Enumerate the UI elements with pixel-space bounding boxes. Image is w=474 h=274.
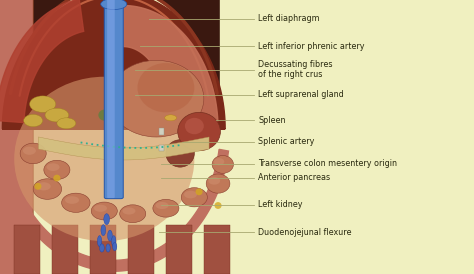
Polygon shape <box>123 5 218 124</box>
Ellipse shape <box>178 112 220 151</box>
Text: Anterior pancreas: Anterior pancreas <box>258 173 330 182</box>
Ellipse shape <box>184 191 197 198</box>
Ellipse shape <box>20 143 46 164</box>
Ellipse shape <box>166 140 194 167</box>
Text: Duodenojejunal flexure: Duodenojejunal flexure <box>258 228 352 237</box>
Ellipse shape <box>195 189 202 195</box>
Ellipse shape <box>45 108 69 122</box>
Ellipse shape <box>23 147 36 155</box>
Ellipse shape <box>46 163 60 171</box>
Text: Spleen: Spleen <box>258 116 286 124</box>
Text: Left inferior phrenic artery: Left inferior phrenic artery <box>258 42 365 50</box>
Ellipse shape <box>181 188 207 207</box>
Ellipse shape <box>100 244 104 252</box>
Bar <box>14 225 40 274</box>
FancyBboxPatch shape <box>104 0 123 199</box>
Polygon shape <box>0 0 84 122</box>
Ellipse shape <box>62 193 90 212</box>
Ellipse shape <box>100 0 127 10</box>
Bar <box>128 225 154 274</box>
Ellipse shape <box>155 202 169 209</box>
Bar <box>159 145 164 151</box>
Ellipse shape <box>35 183 42 190</box>
Ellipse shape <box>44 160 70 179</box>
Ellipse shape <box>119 205 146 222</box>
Ellipse shape <box>29 96 56 112</box>
Bar <box>159 128 164 135</box>
Ellipse shape <box>214 158 224 165</box>
Ellipse shape <box>36 182 51 190</box>
Ellipse shape <box>108 230 112 241</box>
Ellipse shape <box>94 205 107 212</box>
Ellipse shape <box>109 60 204 137</box>
Ellipse shape <box>91 202 117 220</box>
Polygon shape <box>0 149 228 271</box>
Ellipse shape <box>98 236 101 247</box>
Bar <box>166 225 192 274</box>
Ellipse shape <box>206 174 230 193</box>
Bar <box>52 225 78 274</box>
Text: Left suprarenal gland: Left suprarenal gland <box>258 90 344 99</box>
Ellipse shape <box>185 118 204 134</box>
FancyBboxPatch shape <box>107 0 115 198</box>
Ellipse shape <box>65 196 79 204</box>
Text: Splenic artery: Splenic artery <box>258 138 315 146</box>
Ellipse shape <box>137 63 194 112</box>
Ellipse shape <box>214 202 222 209</box>
Ellipse shape <box>14 77 194 241</box>
Ellipse shape <box>153 199 179 217</box>
Ellipse shape <box>101 225 106 236</box>
Ellipse shape <box>57 118 76 129</box>
Polygon shape <box>2 0 225 129</box>
Ellipse shape <box>209 177 220 185</box>
Ellipse shape <box>53 175 61 182</box>
Ellipse shape <box>99 110 110 121</box>
Text: Left kidney: Left kidney <box>258 201 303 209</box>
Ellipse shape <box>111 236 116 247</box>
Ellipse shape <box>104 214 109 225</box>
Ellipse shape <box>122 207 136 215</box>
Text: Transverse colon mesentery origin: Transverse colon mesentery origin <box>258 159 397 168</box>
Ellipse shape <box>106 244 110 252</box>
Text: Left diaphragm: Left diaphragm <box>258 14 320 23</box>
Ellipse shape <box>33 179 62 199</box>
FancyBboxPatch shape <box>0 0 33 274</box>
Text: Decussating fibres
of the right crus: Decussating fibres of the right crus <box>258 60 333 79</box>
Ellipse shape <box>164 115 176 121</box>
Bar <box>90 225 116 274</box>
Ellipse shape <box>212 156 233 173</box>
Ellipse shape <box>24 115 43 127</box>
Ellipse shape <box>112 242 117 251</box>
Bar <box>204 225 230 274</box>
Polygon shape <box>9 0 219 107</box>
